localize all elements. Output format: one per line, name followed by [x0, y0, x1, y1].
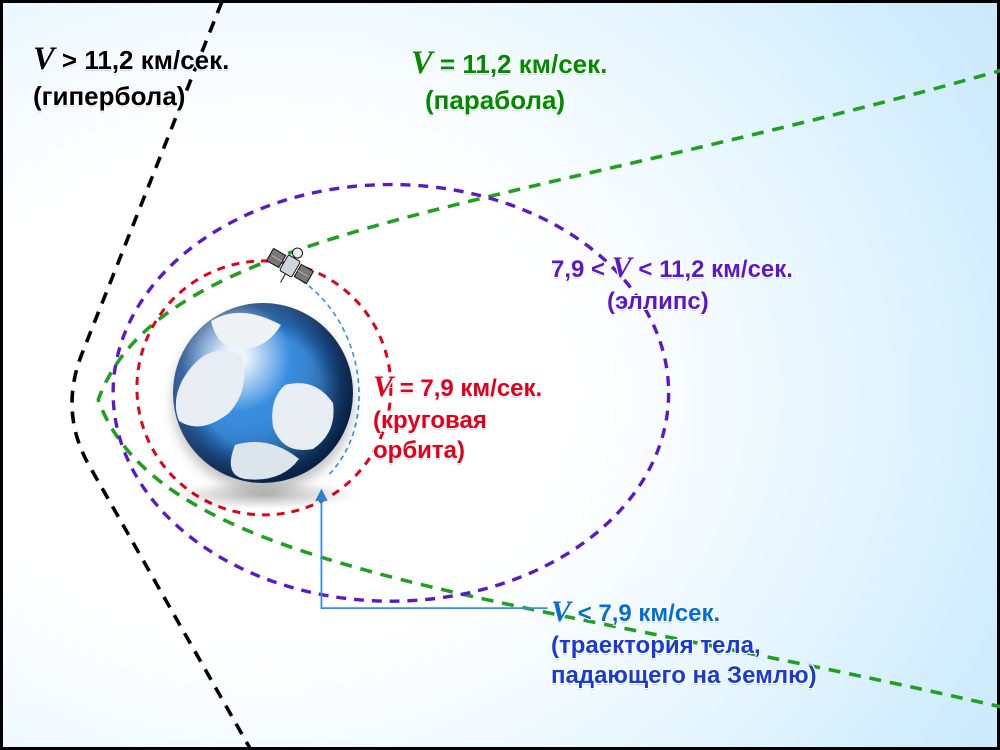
- hyperbola-velocity: > 11,2 км/сек.: [62, 45, 229, 75]
- parabola-name: (парабола): [425, 85, 565, 115]
- ellipse-label: 7,9 < V < 11,2 км/сек. (эллипс): [551, 249, 793, 317]
- circle-velocity: = 7,9 км/сек.: [400, 375, 543, 402]
- earth-icon: [173, 303, 353, 483]
- fall-name-1: (траектория тела,: [551, 632, 761, 659]
- circle-name-1: (круговая: [373, 407, 487, 434]
- circle-name-2: орбита): [373, 437, 465, 464]
- hyperbola-label: V > 11,2 км/сек. (гипербола): [33, 39, 229, 112]
- parabola-label: V = 11,2 км/сек. (парабола): [411, 43, 607, 116]
- ellipse-name: (эллипс): [607, 288, 709, 315]
- fall-annotation-arrow: [321, 491, 547, 608]
- fall-name-2: падающего на Землю): [551, 662, 817, 689]
- ellipse-velocity-suffix: < 11,2 км/сек.: [632, 256, 793, 283]
- fall-label: V < 7,9 км/сек. (траектория тела, падающ…: [551, 593, 817, 691]
- fall-velocity: < 7,9 км/сек.: [578, 600, 721, 627]
- parabola-velocity: = 11,2 км/сек.: [440, 49, 607, 79]
- hyperbola-name: (гипербола): [33, 81, 185, 111]
- diagram-canvas: V > 11,2 км/сек. (гипербола) V = 11,2 км…: [0, 0, 1000, 750]
- ellipse-velocity-prefix: 7,9 <: [551, 256, 612, 283]
- circle-label: V = 7,9 км/сек. (круговая орбита): [373, 368, 542, 466]
